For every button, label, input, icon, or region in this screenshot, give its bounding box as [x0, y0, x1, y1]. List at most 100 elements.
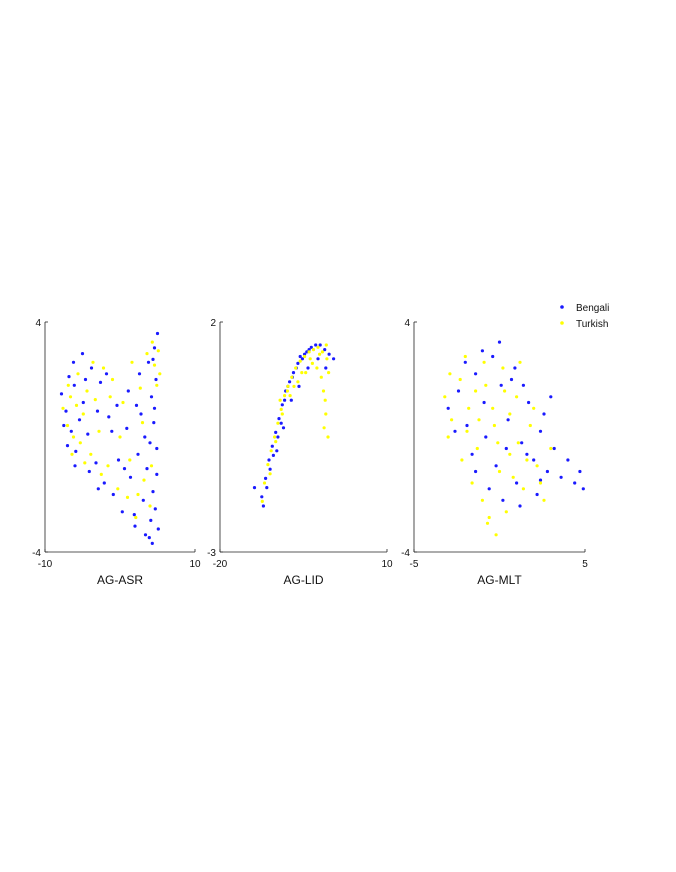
- data-point: [286, 384, 290, 388]
- x-tick-label-left: -10: [38, 559, 53, 570]
- data-point: [528, 423, 532, 428]
- data-point: [326, 435, 330, 439]
- data-point: [474, 389, 478, 393]
- data-point: [152, 406, 157, 410]
- data-point: [446, 406, 450, 410]
- data-point: [513, 366, 517, 370]
- data-point: [81, 400, 85, 405]
- data-point: [122, 467, 127, 471]
- data-point: [316, 357, 320, 361]
- data-point: [252, 486, 257, 490]
- data-point: [300, 357, 304, 361]
- data-point: [310, 361, 314, 365]
- data-point: [578, 469, 582, 474]
- data-point: [290, 375, 294, 379]
- data-point: [307, 348, 311, 352]
- data-point: [145, 467, 149, 471]
- data-point: [83, 377, 88, 382]
- data-point: [573, 481, 577, 485]
- data-point: [132, 513, 136, 517]
- data-point: [64, 409, 68, 413]
- data-point: [151, 490, 155, 494]
- scatter-panel-2: 2 -3-20 10 AG-LID: [207, 318, 393, 587]
- data-point: [148, 504, 152, 508]
- data-point: [515, 395, 519, 399]
- data-point: [110, 429, 114, 433]
- data-point: [269, 449, 273, 453]
- data-point: [158, 372, 162, 376]
- data-point: [72, 383, 76, 387]
- data-point: [128, 458, 132, 462]
- data-point: [474, 469, 478, 474]
- data-point: [77, 418, 82, 422]
- data-point: [89, 452, 93, 456]
- data-point: [448, 372, 452, 376]
- data-point: [68, 395, 73, 399]
- data-point: [494, 533, 498, 537]
- data-point: [66, 383, 70, 387]
- data-point: [294, 366, 298, 370]
- data-point: [139, 412, 143, 416]
- data-point: [265, 486, 269, 490]
- data-point: [278, 398, 282, 402]
- x-tick-label-right: 5: [582, 559, 588, 570]
- data-point: [71, 435, 76, 439]
- data-point: [470, 481, 474, 485]
- data-point: [309, 345, 313, 349]
- data-point: [446, 435, 450, 439]
- series-bengali: [446, 340, 585, 508]
- data-point: [292, 384, 296, 388]
- data-point: [332, 357, 336, 361]
- data-point: [306, 366, 310, 370]
- data-point: [279, 407, 283, 411]
- data-point: [150, 340, 154, 344]
- data-point: [456, 389, 461, 393]
- data-point: [323, 348, 327, 352]
- data-point: [101, 366, 106, 370]
- data-point: [130, 360, 134, 364]
- data-point: [289, 398, 293, 402]
- data-point: [118, 435, 122, 439]
- data-point: [276, 435, 280, 439]
- data-point: [298, 359, 302, 363]
- data-point: [475, 446, 479, 451]
- data-point: [71, 360, 76, 364]
- legend: Bengali Turkish: [560, 303, 609, 330]
- data-point: [155, 331, 160, 336]
- data-point: [515, 481, 519, 485]
- data-point: [277, 417, 281, 421]
- data-point: [142, 478, 146, 482]
- data-point: [311, 348, 316, 352]
- data-point: [69, 429, 73, 433]
- data-point: [480, 498, 484, 502]
- data-point: [552, 446, 556, 451]
- legend-marker-turkish: [560, 321, 564, 325]
- data-point: [503, 389, 507, 393]
- data-point: [136, 452, 140, 456]
- data-point: [73, 464, 77, 468]
- data-point: [125, 426, 129, 430]
- data-point: [581, 487, 585, 491]
- data-point: [492, 423, 496, 428]
- data-point: [143, 533, 148, 537]
- data-point: [497, 340, 502, 344]
- data-point: [110, 377, 115, 382]
- data-point: [460, 458, 464, 462]
- data-point: [482, 360, 486, 364]
- data-point: [120, 510, 124, 514]
- data-point: [271, 453, 275, 457]
- data-point: [138, 386, 142, 390]
- data-point: [465, 429, 469, 433]
- data-point: [156, 349, 160, 353]
- data-point: [111, 492, 115, 497]
- data-point: [501, 498, 505, 502]
- data-point: [137, 372, 142, 376]
- data-point: [94, 461, 98, 465]
- data-point: [155, 472, 159, 476]
- data-point: [133, 524, 137, 528]
- data-point: [67, 375, 71, 379]
- data-point: [535, 492, 539, 497]
- data-point: [125, 495, 130, 499]
- data-point: [140, 421, 145, 425]
